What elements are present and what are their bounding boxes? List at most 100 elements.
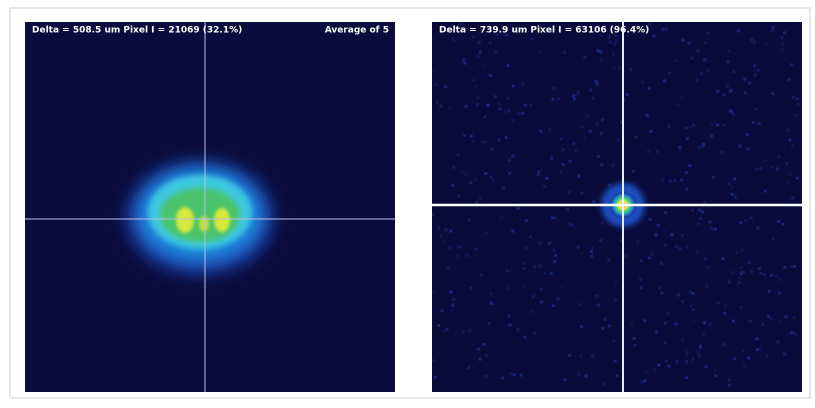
noise-speck	[632, 170, 635, 173]
noise-speck	[767, 315, 770, 318]
noise-speck	[559, 171, 562, 174]
noise-speck	[685, 376, 688, 379]
noise-speck	[741, 249, 744, 252]
noise-speck	[590, 255, 593, 258]
noise-speck	[517, 328, 520, 331]
noise-speck	[790, 63, 793, 66]
noise-speck	[511, 119, 514, 122]
noise-speck	[470, 135, 473, 138]
noise-speck	[467, 366, 470, 369]
noise-speck	[795, 114, 798, 117]
noise-speck	[739, 145, 742, 148]
noise-speck	[786, 128, 789, 131]
noise-speck	[783, 353, 786, 356]
noise-speck	[665, 360, 668, 363]
noise-speck	[498, 138, 501, 141]
noise-speck	[668, 72, 671, 75]
noise-speck	[509, 324, 512, 327]
noise-speck	[714, 228, 717, 231]
noise-speck	[524, 104, 527, 107]
noise-speck	[560, 138, 563, 141]
noise-speck	[474, 85, 477, 88]
noise-speck	[489, 41, 492, 44]
noise-speck	[755, 337, 758, 340]
noise-speck	[705, 285, 708, 288]
noise-speck	[592, 97, 595, 100]
noise-speck	[723, 312, 726, 315]
noise-speck	[710, 227, 713, 230]
noise-speck	[685, 360, 688, 363]
noise-speck	[589, 130, 592, 133]
noise-speck	[550, 157, 553, 160]
noise-speck	[680, 179, 683, 182]
noise-speck	[468, 330, 471, 333]
noise-speck	[783, 31, 786, 34]
noise-speck	[563, 51, 566, 54]
noise-speck	[703, 58, 706, 61]
noise-speck	[580, 192, 583, 195]
noise-speck	[785, 162, 788, 165]
noise-speck	[530, 104, 533, 107]
noise-speck	[688, 42, 691, 45]
noise-speck	[580, 252, 583, 255]
noise-speck	[491, 302, 494, 305]
noise-speck	[770, 274, 773, 277]
noise-speck	[793, 265, 796, 268]
noise-speck	[617, 139, 620, 142]
noise-speck	[678, 146, 681, 149]
noise-speck	[681, 300, 684, 303]
noise-speck	[581, 126, 584, 129]
noise-speck	[449, 230, 452, 233]
noise-speck	[648, 256, 651, 259]
noise-speck	[664, 322, 667, 325]
noise-speck	[615, 281, 618, 284]
noise-speck	[796, 97, 799, 100]
noise-speck	[482, 65, 485, 68]
noise-speck	[692, 308, 695, 311]
noise-speck	[784, 315, 787, 318]
noise-speck	[714, 374, 717, 377]
noise-speck	[519, 374, 522, 377]
noise-speck	[548, 242, 551, 245]
noise-speck	[753, 64, 756, 67]
noise-speck	[457, 153, 460, 156]
noise-speck	[579, 303, 582, 306]
noise-speck	[629, 68, 632, 71]
noise-speck	[464, 62, 467, 65]
noise-speck	[692, 357, 695, 360]
noise-speck	[539, 51, 542, 54]
noise-speck	[640, 381, 643, 384]
noise-speck	[614, 360, 617, 363]
noise-speck	[681, 338, 684, 341]
noise-speck	[770, 318, 773, 321]
noise-speck	[771, 92, 774, 95]
noise-speck	[508, 159, 511, 162]
noise-speck	[506, 269, 509, 272]
noise-speck	[673, 179, 676, 182]
noise-speck	[708, 221, 711, 224]
noise-speck	[776, 340, 779, 343]
noise-speck	[754, 74, 757, 77]
beam-profiler-view: Delta = 508.5 um Pixel I = 21069 (32.1%)…	[0, 0, 815, 404]
noise-speck	[580, 325, 583, 328]
panel-header: Delta = 739.9 um Pixel I = 63106 (96.4%)	[439, 26, 649, 36]
noise-speck	[661, 28, 664, 31]
noise-speck	[732, 113, 735, 116]
noise-speck	[658, 286, 661, 289]
noise-speck	[743, 364, 746, 367]
noise-speck	[460, 245, 463, 248]
noise-speck	[561, 286, 564, 289]
noise-speck	[748, 82, 751, 85]
noise-speck	[533, 332, 536, 335]
noise-speck	[738, 281, 741, 284]
noise-speck	[591, 355, 594, 358]
noise-speck	[665, 28, 668, 31]
noise-speck	[634, 136, 637, 139]
noise-speck	[577, 246, 580, 249]
noise-speck	[460, 171, 463, 174]
noise-speck	[480, 274, 483, 277]
noise-speck	[782, 223, 785, 226]
noise-speck	[771, 166, 774, 169]
noise-speck	[552, 87, 555, 90]
noise-speck	[472, 79, 475, 82]
